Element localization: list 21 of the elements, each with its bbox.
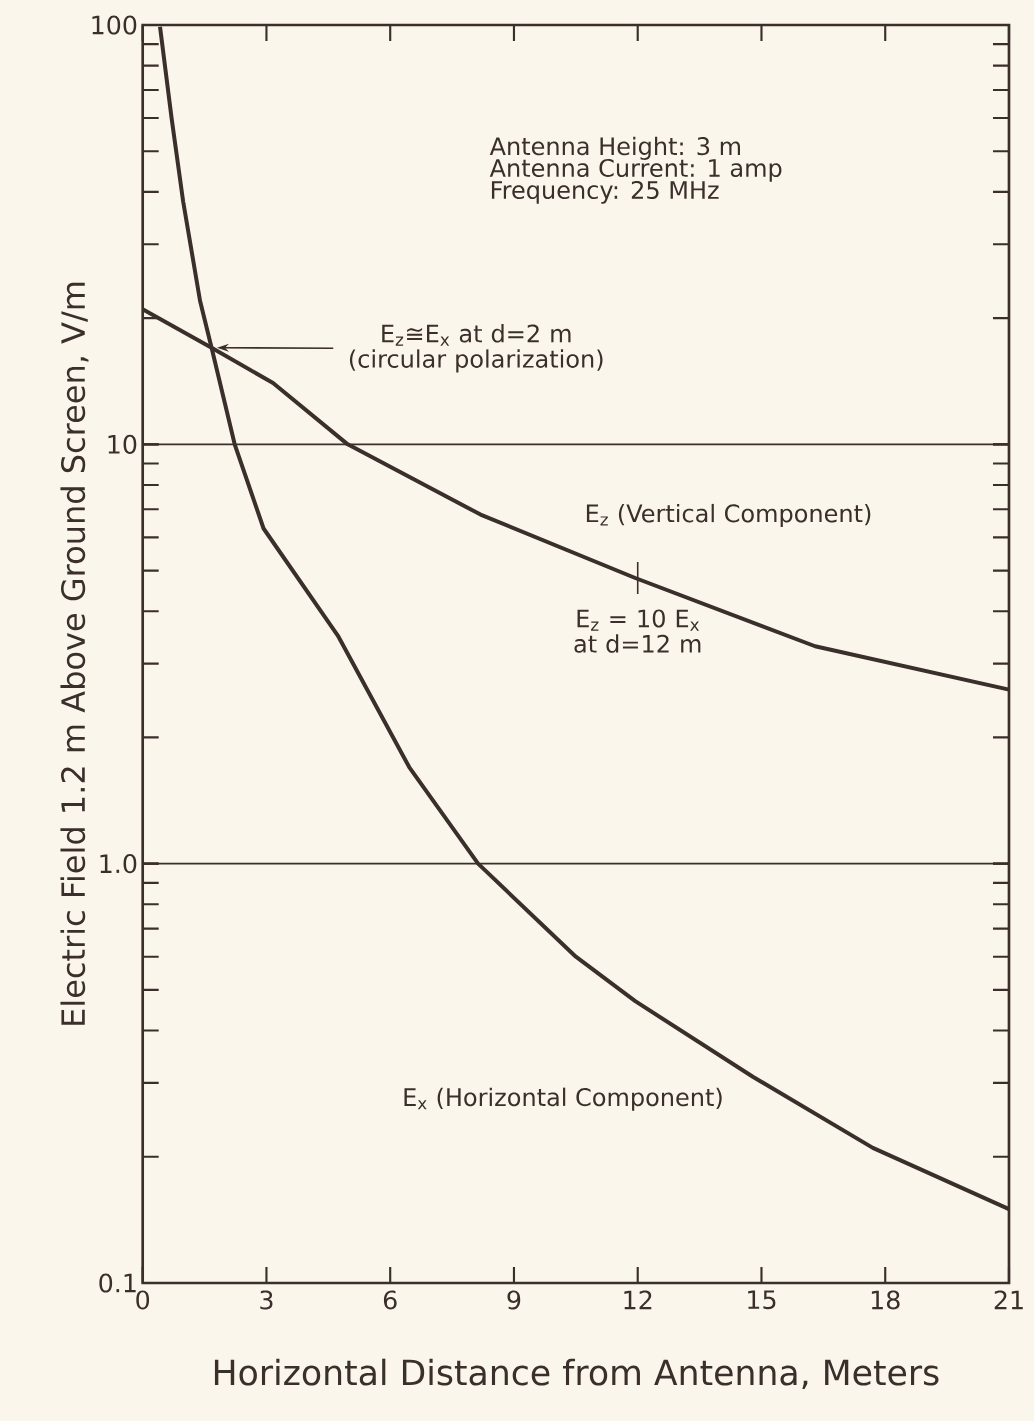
y-tick-label: 0.1 — [99, 1273, 136, 1293]
x-tick-label: 0 — [136, 1290, 150, 1310]
y-axis-title: Electric Field 1.2 m Above Ground Screen, V/m — [60, 282, 89, 1025]
annotation: Frequency: 25 MHz — [491, 180, 719, 204]
y-tick-label: 1.0 — [100, 854, 137, 874]
annotation: E$_{z}$ = 10 E$_{x}$ at d=12 m — [574, 609, 701, 653]
series-label: E$_{z}$ (Vertical Component) — [586, 503, 871, 528]
series-label: E$_{x}$ (Horizontal Component) — [404, 1087, 722, 1111]
x-tick-label: 9 — [507, 1290, 521, 1310]
x-tick-label: 21 — [994, 1290, 1023, 1310]
x-tick-label: 12 — [624, 1290, 652, 1310]
x-axis-title: Horizontal Distance from Antenna, Meters — [214, 1358, 939, 1390]
x-tick-label: 6 — [383, 1290, 397, 1310]
x-tick-label: 15 — [748, 1290, 776, 1310]
y-tick-label: 100 — [92, 15, 137, 35]
x-tick-label: 3 — [260, 1290, 273, 1310]
x-tick-label: 18 — [871, 1290, 900, 1310]
y-tick-label: 10 — [108, 434, 137, 454]
annotation: Antenna Current: 1 amp — [489, 158, 782, 182]
annotation: E$_{z}$≅E$_{x}$ at d=2 m (circular polarization) — [349, 324, 603, 373]
annotation: Antenna Height: 3 m — [489, 136, 740, 160]
